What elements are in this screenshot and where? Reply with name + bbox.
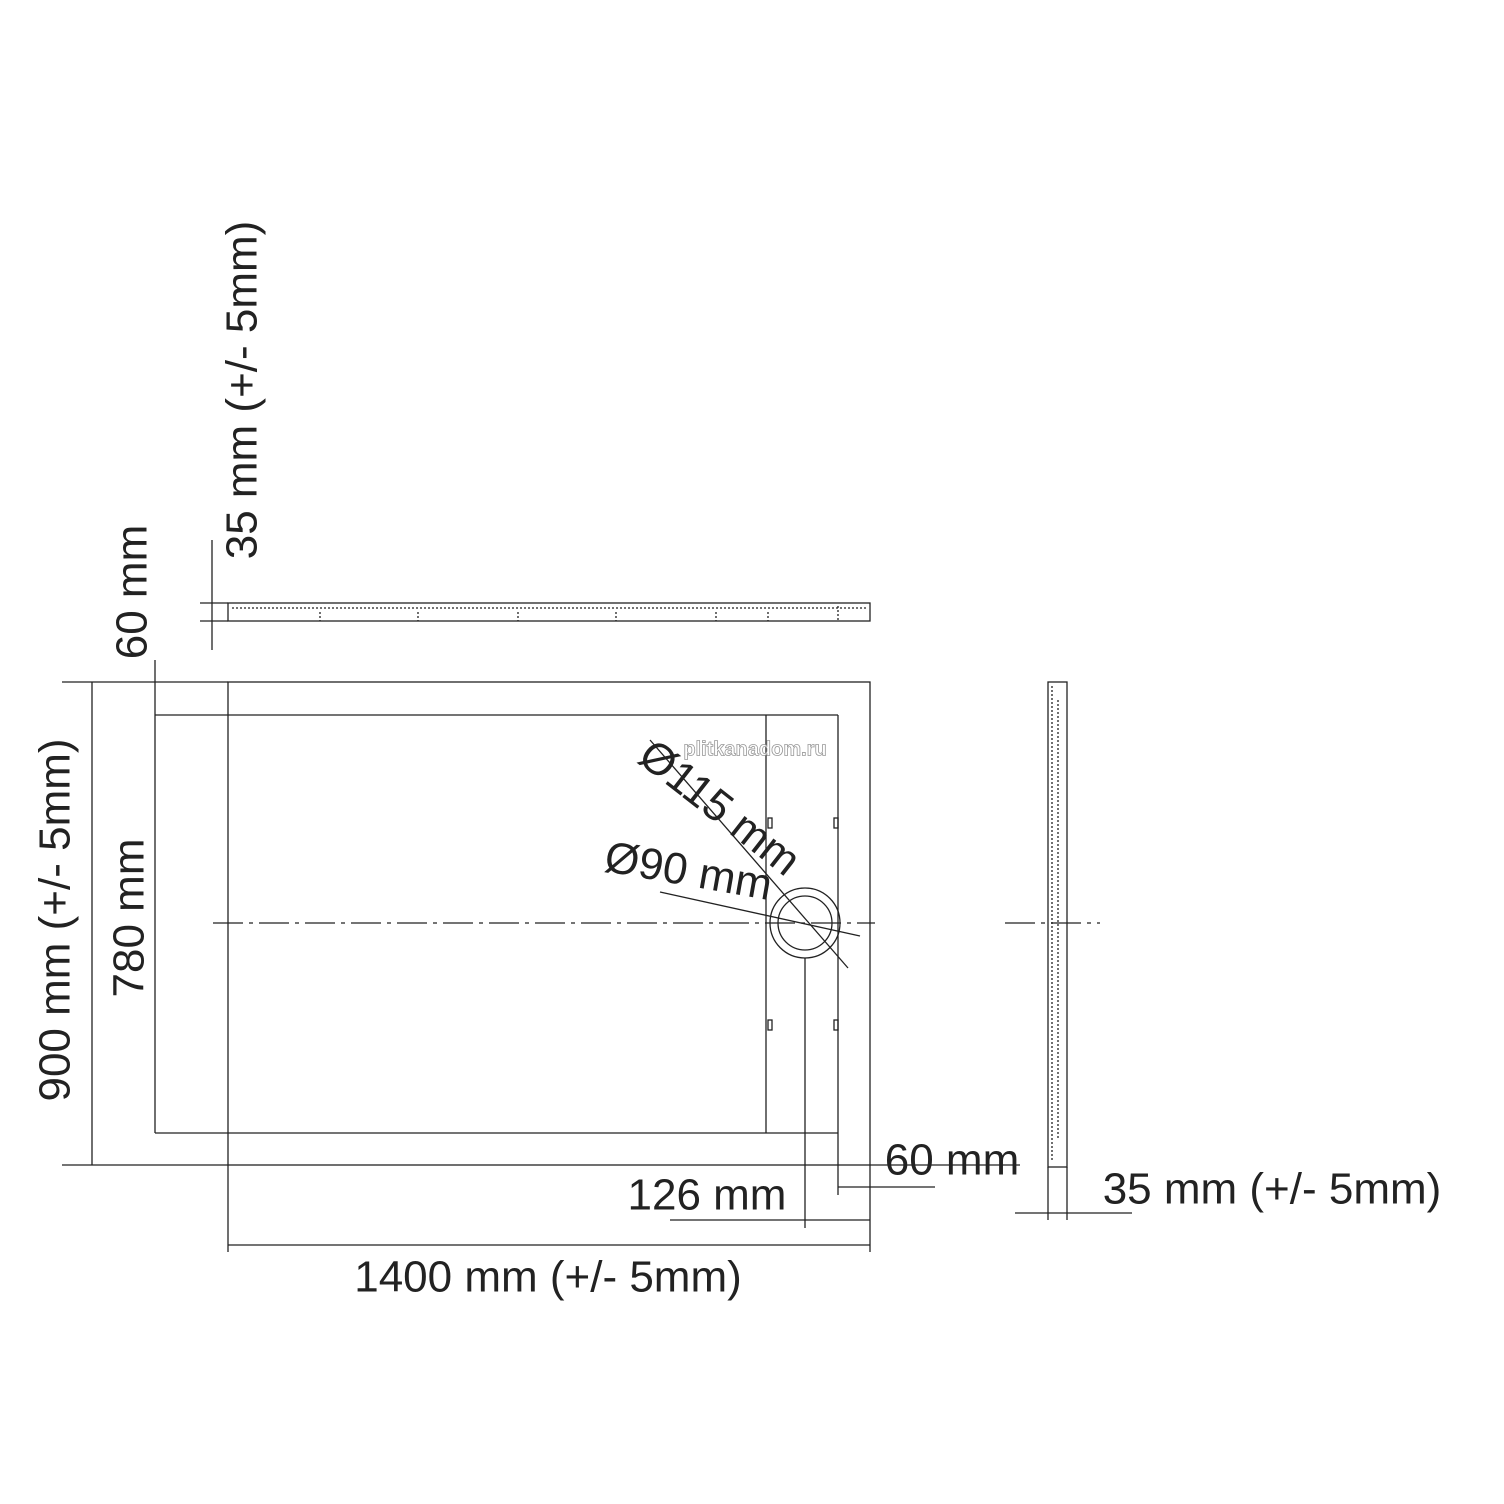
dim-label: 780 mm	[105, 839, 154, 998]
dim-label: 60 mm	[885, 1136, 1019, 1185]
dim-label: 35 mm (+/- 5mm)	[1103, 1165, 1442, 1214]
dim-label: 35 mm (+/- 5mm)	[218, 221, 267, 560]
dim-label: 1400 mm (+/- 5mm)	[354, 1253, 742, 1302]
watermark: plitkanadom.ru	[683, 738, 826, 760]
plan-view	[155, 681, 875, 1166]
dim-label: 60 mm	[108, 525, 157, 659]
dim-label: 900 mm (+/- 5mm)	[31, 738, 80, 1101]
side-view	[1005, 681, 1132, 1220]
dimension-lines	[62, 660, 1020, 1252]
dim-label: 126 mm	[628, 1171, 787, 1220]
top-section	[200, 540, 871, 650]
